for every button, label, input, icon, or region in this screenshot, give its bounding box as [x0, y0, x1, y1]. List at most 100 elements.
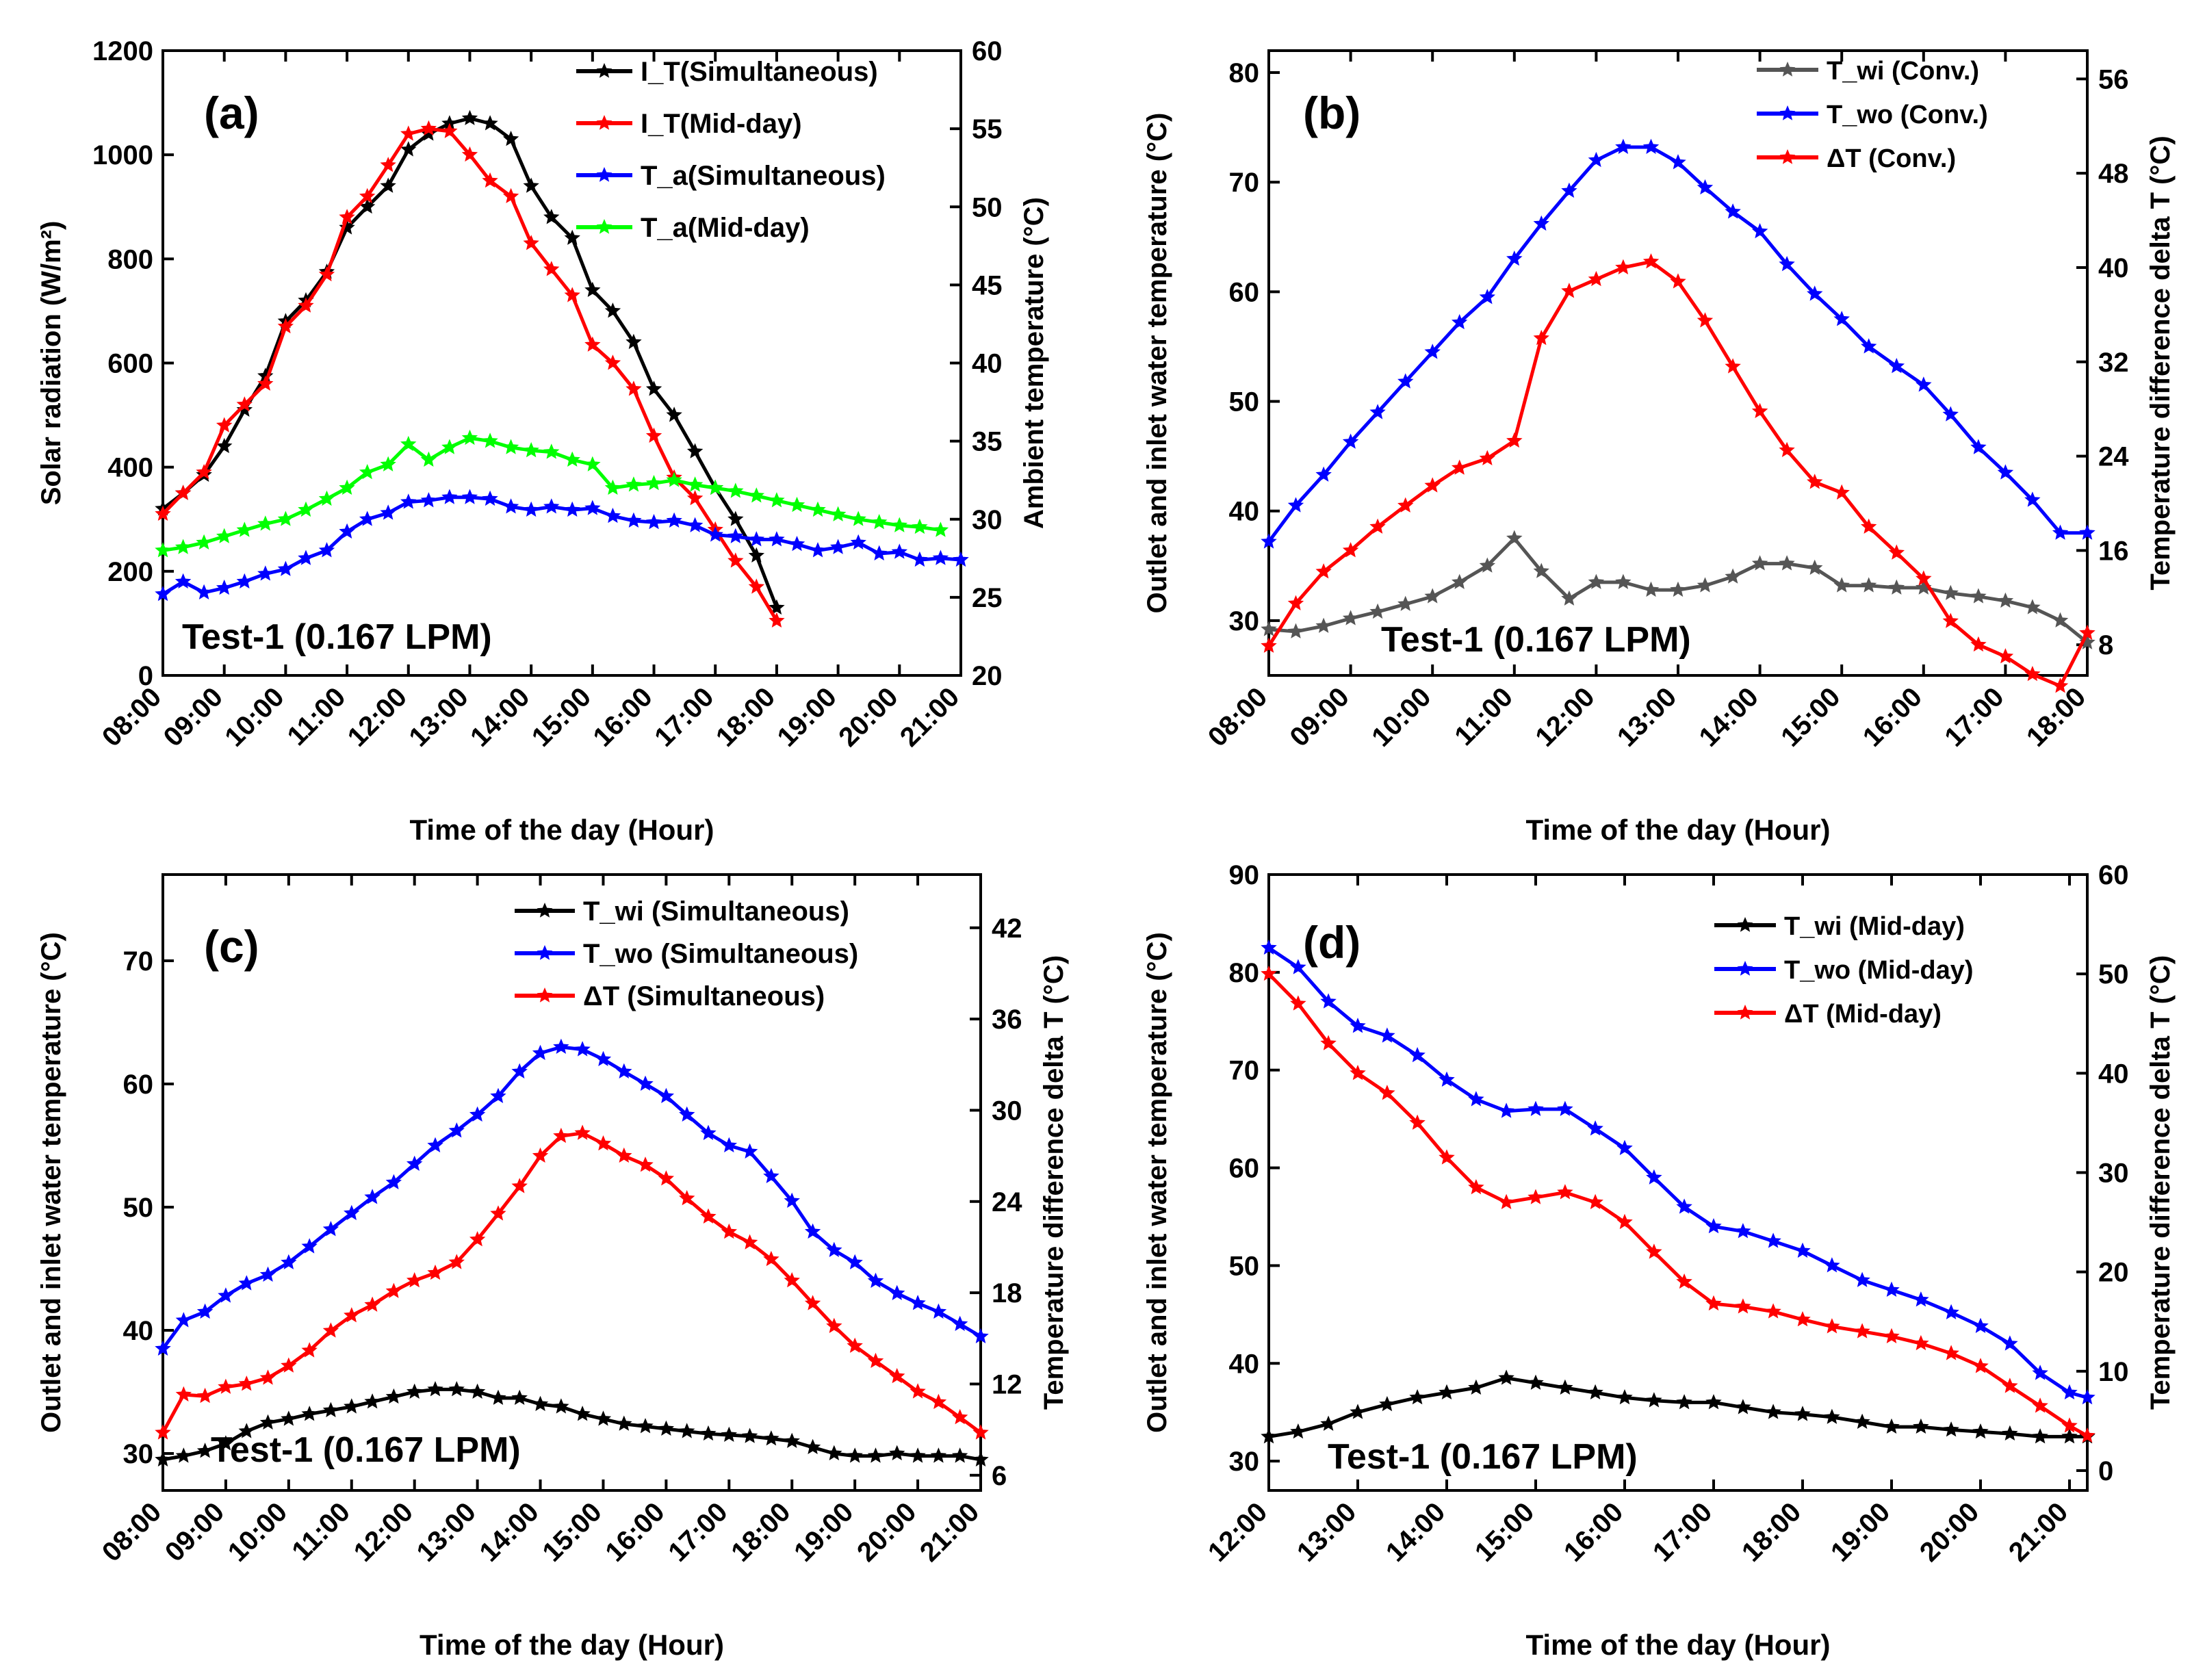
data-point: [604, 354, 621, 370]
data-point: [1261, 621, 1277, 636]
x-tick-label: 11:00: [286, 1497, 356, 1566]
data-point: [1854, 1413, 1870, 1429]
data-point: [1557, 1379, 1573, 1395]
data-point: [564, 501, 580, 517]
data-point: [1479, 289, 1496, 305]
y-right-axis-title: Temperature difference delta T (°C): [2145, 955, 2176, 1410]
data-point: [482, 432, 498, 448]
series-0: [1261, 1369, 2096, 1444]
data-point: [1379, 1395, 1395, 1412]
data-point: [2061, 1417, 2078, 1433]
x-axis-title: Time of the day (Hour): [410, 814, 714, 846]
data-point: [1261, 1428, 1277, 1444]
data-point: [301, 1238, 318, 1254]
data-point: [595, 1135, 612, 1151]
data-point: [441, 439, 458, 454]
data-point: [155, 1424, 171, 1440]
data-point: [441, 122, 458, 138]
data-point: [420, 451, 437, 467]
x-tick-label: 16:00: [587, 682, 658, 752]
data-point: [427, 1137, 443, 1152]
data-point: [810, 501, 826, 517]
data-point: [1468, 1091, 1484, 1107]
data-point: [1807, 285, 1823, 301]
data-point: [511, 1063, 528, 1078]
data-point: [741, 1143, 758, 1159]
data-point: [385, 1282, 402, 1298]
data-point: [175, 1447, 192, 1463]
data-point: [1997, 592, 2014, 608]
data-point: [298, 501, 314, 517]
data-point: [448, 1381, 465, 1397]
data-point: [216, 579, 233, 595]
y-left-tick-label: 400: [107, 453, 153, 483]
data-point: [175, 1386, 192, 1401]
data-point: [1725, 358, 1741, 374]
x-tick-label: 15:00: [526, 682, 597, 752]
data-point: [847, 1337, 863, 1353]
data-point: [666, 406, 682, 422]
y-right-tick-label: 60: [972, 36, 1003, 66]
x-tick-label: 18:00: [1736, 1497, 1807, 1567]
x-tick-label: 21:00: [894, 682, 965, 752]
data-point: [1397, 497, 1414, 513]
data-point: [1642, 253, 1660, 269]
panel-label: (c): [204, 921, 259, 972]
data-point: [829, 539, 847, 554]
data-point: [637, 1418, 654, 1434]
data-point: [502, 439, 519, 454]
legend-label: ΔT (Conv.): [1827, 144, 1956, 173]
legend-swatch-marker: [596, 115, 612, 130]
data-point: [523, 235, 539, 250]
data-point: [1765, 1232, 1781, 1248]
y-left-tick-label: 60: [123, 1070, 154, 1100]
y-right-tick-label: 25: [972, 583, 1003, 613]
data-point: [1913, 1334, 1929, 1351]
data-point: [1646, 1243, 1662, 1259]
data-point: [1451, 313, 1468, 330]
data-point: [930, 1447, 947, 1463]
data-point: [1972, 1423, 1989, 1439]
data-point: [400, 141, 417, 157]
legend-swatch-marker: [1779, 105, 1796, 120]
data-point: [1942, 406, 1959, 422]
x-tick-label: 18:00: [725, 1497, 796, 1567]
data-point: [1765, 1404, 1781, 1419]
data-point: [727, 482, 744, 498]
data-point: [532, 1147, 549, 1163]
data-point: [196, 463, 212, 480]
legend-swatch-marker: [1737, 917, 1753, 932]
y-left-tick-label: 60: [1229, 1154, 1260, 1184]
data-point: [461, 146, 478, 162]
data-point: [1561, 182, 1577, 198]
data-point: [1705, 1394, 1722, 1410]
data-point: [1527, 1189, 1544, 1204]
data-point: [564, 229, 580, 245]
y-left-tick-label: 1200: [92, 36, 153, 66]
data-point: [1350, 1018, 1366, 1033]
data-point: [769, 531, 785, 547]
data-point: [1751, 555, 1768, 571]
data-point: [804, 1223, 821, 1239]
legend-item: ΔT (Conv.): [1757, 144, 1956, 173]
data-point: [1527, 1100, 1544, 1116]
data-point: [1725, 203, 1741, 219]
data-point: [1972, 1317, 1989, 1333]
data-point: [1883, 1328, 1900, 1343]
data-point: [318, 266, 335, 282]
series-line: [162, 127, 779, 622]
data-point: [1587, 1193, 1603, 1209]
data-point: [930, 1303, 947, 1319]
data-point: [604, 479, 621, 495]
data-point: [1779, 555, 1795, 571]
data-point: [281, 1254, 297, 1269]
y-left-tick-label: 60: [1229, 277, 1260, 307]
data-point: [666, 512, 682, 528]
data-point: [385, 1174, 402, 1189]
data-point: [871, 545, 888, 560]
data-point: [301, 1406, 318, 1421]
data-point: [175, 1312, 192, 1328]
data-point: [1290, 959, 1306, 974]
x-tick-label: 20:00: [851, 1497, 922, 1567]
plot-frame: [162, 873, 982, 1492]
